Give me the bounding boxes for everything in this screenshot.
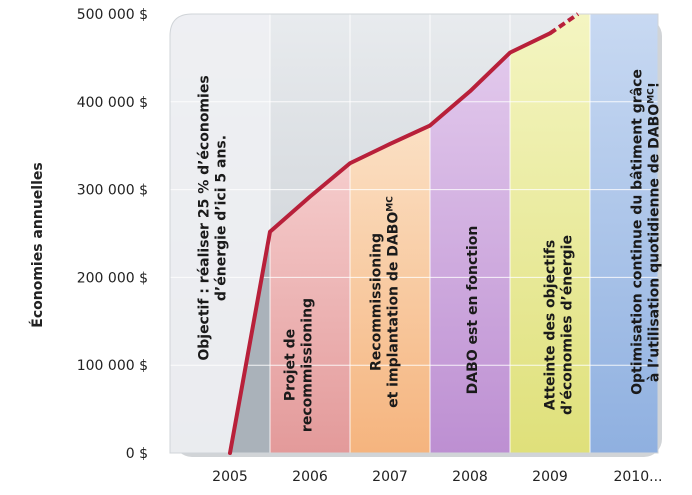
phase-label-recommissioning: et implantation de DABOMC (386, 196, 402, 408)
phase-band-projet (270, 163, 350, 453)
phase-label-optimisation: Optimisation continue du bâtiment grâce (630, 69, 646, 395)
phase-band-recommissioning (350, 125, 430, 453)
phase-band-dabo (430, 52, 510, 453)
phase-band-atteinte (510, 14, 590, 453)
phase-label-projet: recommissioning (300, 298, 316, 432)
phase-label-projet: Projet de (283, 329, 299, 401)
phase-label-optimisation: à l’utilisation quotidienne de DABOMC! (647, 82, 663, 382)
phase-band-objectif (170, 14, 270, 453)
phase-label-suffix: ! (647, 82, 663, 88)
savings-line (228, 12, 580, 455)
phase-label-recommissioning: Recommissioning (369, 233, 385, 371)
x-tick-label: 2006 (292, 469, 328, 485)
y-tick-label: 0 $ (126, 446, 148, 462)
phase-labels: Objectif : réaliser 25 % d’économies d’én… (197, 69, 663, 432)
x-tick-label: 2007 (372, 469, 408, 485)
x-tick-label: 2010... (614, 469, 663, 485)
y-tick-label: 100 000 $ (77, 358, 148, 374)
phase-label-atteinte: Atteinte des objectifs (543, 240, 559, 410)
panel-outline (169, 13, 659, 454)
savings-line-projection (548, 12, 580, 35)
x-tick-label: 2008 (452, 469, 488, 485)
y-axis-label: Économies annuelles (29, 162, 46, 327)
phase-label-sup: MC (647, 88, 657, 104)
phase-label-objectif: Objectif : réaliser 25 % d’économies (197, 75, 213, 360)
y-tick-label: 300 000 $ (77, 183, 148, 199)
x-axis: 2005 2006 2007 2008 2009 2010... (212, 469, 662, 485)
phase-label-dabo: DABO est en fonction (465, 226, 481, 395)
phase-band-optimisation (590, 14, 658, 453)
x-tick-label: 2009 (532, 469, 568, 485)
grid (170, 14, 658, 453)
y-axis: 0 $ 100 000 $ 200 000 $ 300 000 $ 400 000 $ 5… (77, 7, 148, 462)
y-tick-label: 500 000 $ (77, 7, 148, 23)
phase-bands (170, 14, 658, 453)
y-tick-label: 400 000 $ (77, 95, 148, 111)
phase-label-objectif: d’énergie d’ici 5 ans. (214, 135, 230, 301)
x-tick-label: 2005 (212, 469, 248, 485)
y-tick-label: 200 000 $ (77, 270, 148, 286)
phase-label-sup: MC (386, 196, 396, 212)
panel-border (169, 13, 659, 454)
phase-label-atteinte: d’économies d’énergie (560, 235, 576, 415)
